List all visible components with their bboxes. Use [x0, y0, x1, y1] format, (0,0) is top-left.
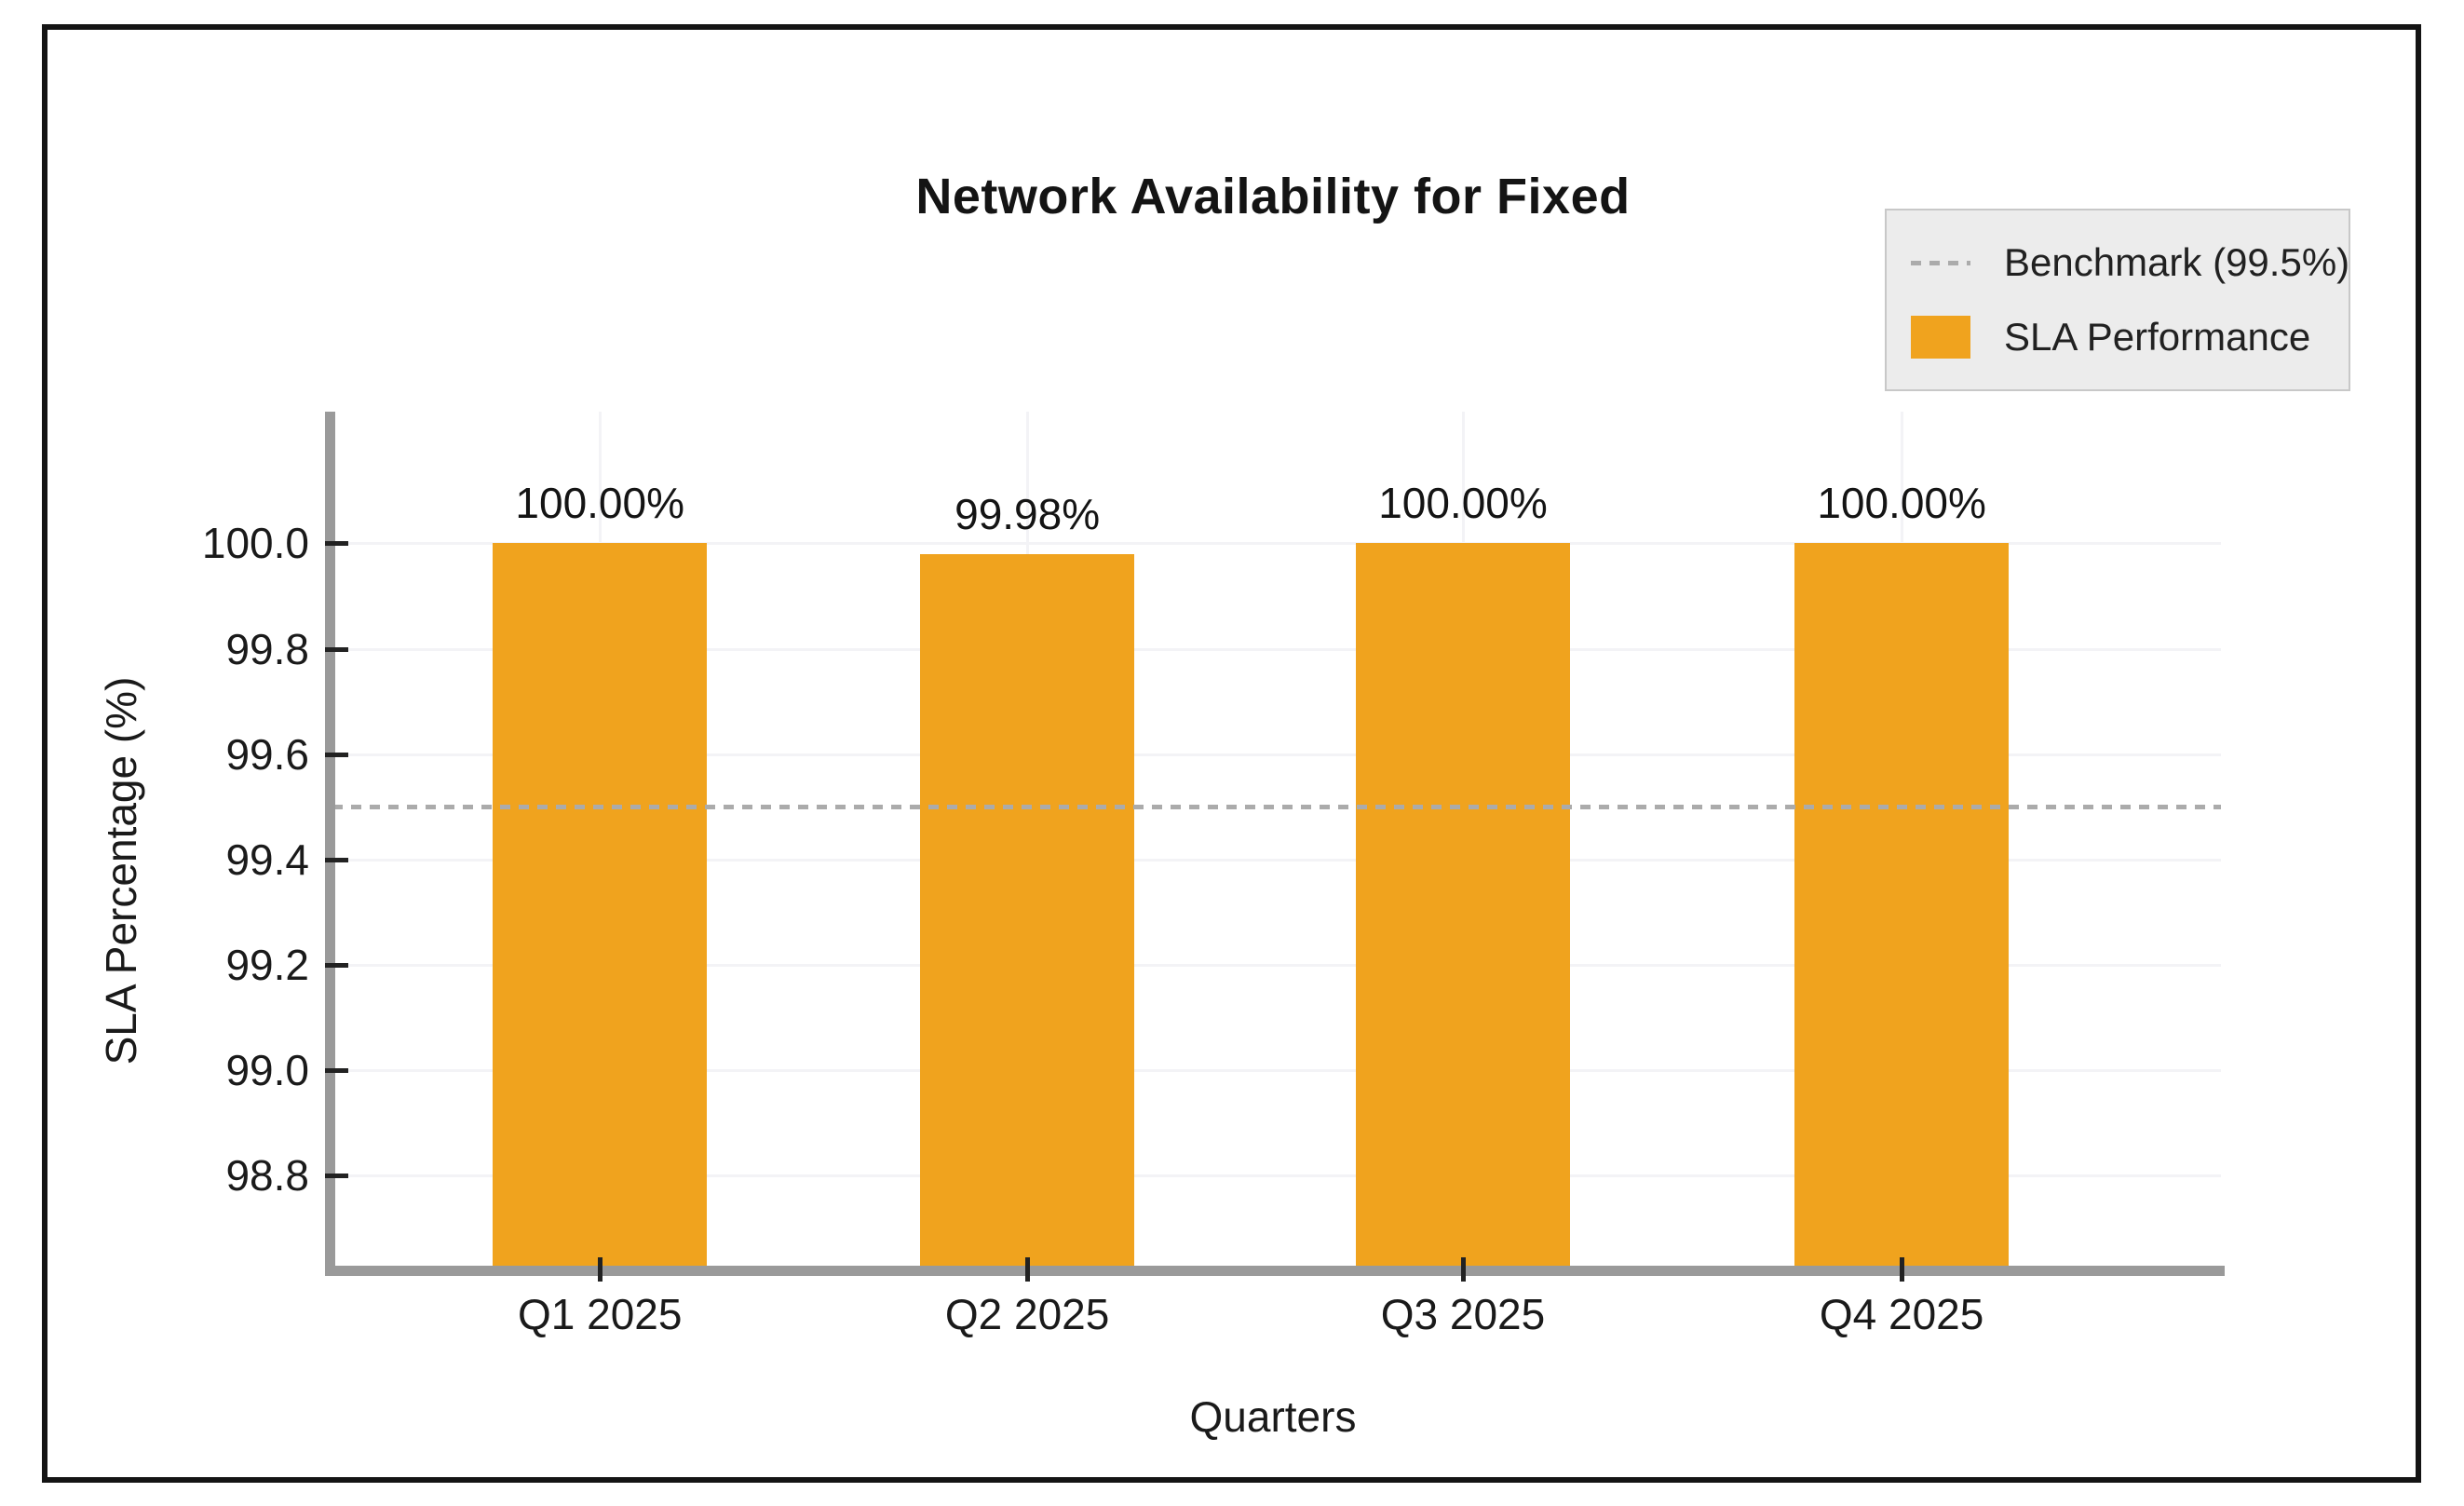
y-gridline [325, 1174, 2221, 1178]
bar-value-label: 99.98% [954, 489, 1101, 538]
x-tick-mark [1900, 1257, 1905, 1282]
benchmark-line [332, 805, 2221, 810]
y-axis-line [325, 412, 335, 1276]
y-gridline [325, 647, 2221, 651]
legend-item-sla-performance: SLA Performance [1911, 315, 2349, 360]
y-tick-label: 99.6 [225, 729, 309, 779]
legend-label-sla-performance: SLA Performance [2004, 315, 2311, 359]
legend-item-benchmark: Benchmark (99.5%) [1911, 240, 2349, 285]
sla-performance-bar [1794, 543, 2010, 1272]
outer-border-frame [42, 24, 2421, 1483]
y-tick-mark [325, 962, 348, 968]
sla-performance-swatch-icon [1911, 316, 1970, 359]
y-gridline [325, 963, 2221, 967]
x-tick-label: Q1 2025 [517, 1290, 683, 1338]
x-tick-mark [1025, 1257, 1031, 1282]
bar-value-label: 100.00% [515, 479, 685, 528]
y-tick-mark [325, 1174, 348, 1179]
x-tick-label: Q2 2025 [944, 1290, 1110, 1338]
y-tick-mark [325, 541, 348, 547]
y-tick-label: 100.0 [201, 519, 309, 568]
x-tick-mark [1461, 1257, 1466, 1282]
y-axis-title: SLA Percentage (%) [97, 676, 145, 1065]
x-axis-line [325, 1266, 2225, 1276]
x-tick-label: Q3 2025 [1380, 1290, 1546, 1338]
sla-performance-bar [920, 553, 1135, 1272]
y-gridline [325, 1069, 2221, 1073]
x-tick-mark [598, 1257, 603, 1282]
y-tick-label: 98.8 [225, 1151, 309, 1201]
chart-title: Network Availability for Fixed [915, 169, 1631, 224]
y-gridline [325, 753, 2221, 756]
y-tick-mark [325, 1068, 348, 1074]
sla-performance-bar [1356, 543, 1570, 1272]
y-gridline [325, 858, 2221, 862]
y-tick-mark [325, 857, 348, 862]
benchmark-dashed-line-icon [1911, 260, 1970, 265]
y-tick-label: 99.0 [225, 1046, 309, 1095]
sla-performance-bar [493, 543, 708, 1272]
y-tick-label: 99.4 [225, 834, 309, 884]
bar-value-label: 100.00% [1378, 479, 1548, 528]
legend-label-benchmark: Benchmark (99.5%) [2004, 240, 2350, 284]
y-tick-mark [325, 752, 348, 757]
y-tick-label: 99.8 [225, 624, 309, 673]
bar-value-label: 100.00% [1817, 479, 1986, 528]
legend: Benchmark (99.5%) SLA Performance [1885, 209, 2350, 391]
y-tick-mark [325, 646, 348, 652]
y-gridline [325, 542, 2221, 546]
x-axis-title: Quarters [1189, 1392, 1357, 1441]
x-tick-label: Q4 2025 [1819, 1290, 1984, 1338]
y-tick-label: 99.2 [225, 940, 309, 989]
